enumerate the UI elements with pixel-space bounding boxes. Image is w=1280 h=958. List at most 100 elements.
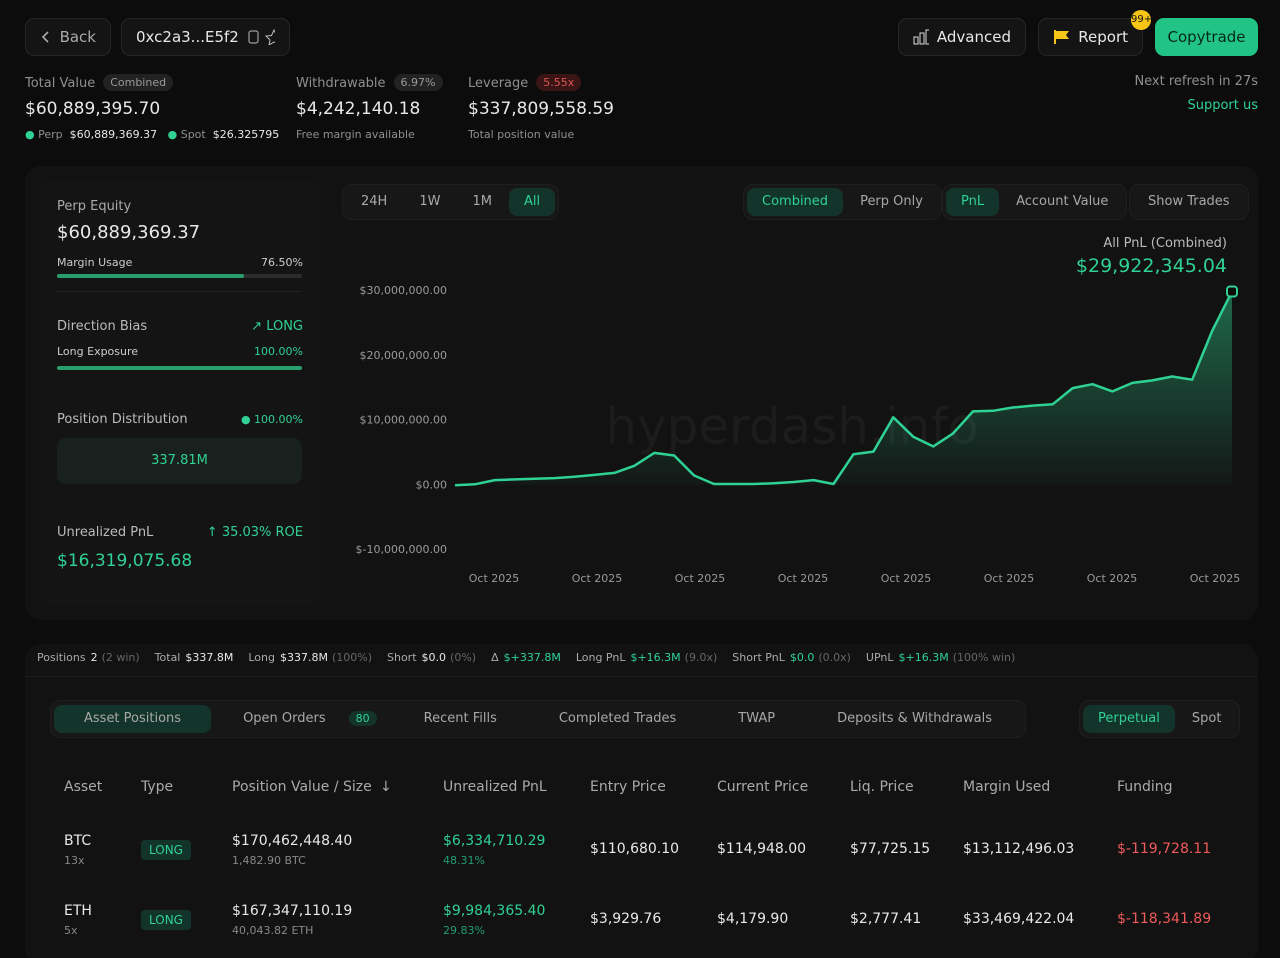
positions-panel [25, 644, 1258, 958]
flag-icon [1054, 30, 1069, 44]
toggle[interactable]: All [508, 188, 556, 216]
withdrawable-label-row: Withdrawable 6.97% [296, 74, 443, 91]
column-header: Asset [64, 779, 103, 795]
x-tick-label: Oct 2025 [881, 572, 932, 585]
stat-label: Short PnL [732, 651, 785, 664]
column-header: Funding [1117, 779, 1173, 795]
stat-label: Positions [37, 651, 86, 664]
tab[interactable]: Deposits & Withdrawals [807, 705, 1022, 733]
entry-price: $110,680.10 [590, 841, 680, 857]
tab[interactable]: Recent Fills [394, 705, 527, 733]
asset: ETH [64, 903, 92, 919]
tab-label: Recent Fills [423, 711, 497, 726]
tab-label: Open Orders [243, 711, 326, 726]
margin-bar [57, 274, 245, 278]
tab-group: Asset Positions Open Orders 80 Recent Fills… [50, 700, 1027, 738]
address: 0xc2a3...E5f2 [136, 28, 239, 46]
funding: $-119,728.11 [1117, 841, 1212, 857]
current-price: $4,179.90 [717, 911, 789, 927]
x-tick-label: Oct 2025 [572, 572, 623, 585]
show-trades[interactable]: Show Trades [1148, 194, 1230, 209]
withdrawable-value: $4,242,140.18 [296, 99, 421, 119]
upnl-label: Unrealized PnL [57, 525, 154, 540]
stat-value: $337.8M [279, 651, 328, 664]
toggle[interactable]: PnL [946, 188, 1000, 216]
stat-note: (100% win) [952, 651, 1016, 664]
tab-badge: 80 [348, 711, 377, 726]
address-box[interactable]: 0xc2a3...E5f2 [121, 18, 290, 56]
long-exposure: 100.00% [254, 345, 303, 358]
toggle[interactable]: Perp Only [860, 194, 923, 209]
liq-price: $2,777.41 [850, 911, 922, 927]
tab[interactable]: TWAP [708, 705, 805, 733]
tab[interactable]: Completed Trades [529, 705, 706, 733]
divider [25, 676, 1258, 677]
support-link[interactable]: Support us [1187, 98, 1258, 113]
column-header: Liq. Price [850, 779, 914, 795]
entry-price: $3,929.76 [590, 911, 662, 927]
range-group: 24H 1W 1M All [342, 184, 560, 220]
perp-spot-row: ● Perp $60,889,369.37 ● Spot $26.325795 [25, 128, 280, 141]
refresh-timer: Next refresh in 27s [1134, 74, 1258, 89]
distribution-row: ● 100.00% [240, 413, 303, 426]
y-tick-label: $30,000,000.00 [360, 284, 447, 297]
column-header: Current Price [717, 779, 809, 795]
tab[interactable]: Open Orders 80 [213, 705, 392, 733]
x-tick-label: Oct 2025 [1190, 572, 1241, 585]
y-tick-label: $10,000,000.00 [360, 414, 447, 427]
total-value-label-row: Total Value Combined [25, 74, 174, 91]
toggle[interactable]: Spot [1191, 711, 1222, 726]
toggle[interactable]: 1M [472, 194, 492, 209]
y-tick-label: $-10,000,000.00 [356, 543, 447, 556]
margin-used: $33,469,422.04 [963, 911, 1075, 927]
label: Total Value [25, 76, 96, 91]
market-group: Perpetual Spot [1079, 700, 1241, 738]
stat-value: $+16.3M [898, 651, 949, 664]
stat: UPnL $+16.3M (100% win) [866, 651, 1015, 664]
distribution-label: Position Distribution [57, 412, 188, 427]
x-tick-label: Oct 2025 [778, 572, 829, 585]
mode-group: Combined Perp Only [743, 184, 942, 220]
stat-note: (9.0x) [684, 651, 718, 664]
chart-label: All PnL (Combined) [1103, 236, 1227, 251]
back-button[interactable]: Back [25, 18, 111, 56]
column-header: Margin Used [963, 779, 1051, 795]
pnl-area [455, 291, 1232, 486]
leverage-note: Total position value [468, 128, 575, 141]
distribution-pct: 100.00% [254, 413, 303, 426]
side-badge: LONG [141, 910, 191, 930]
pnl-chart: hyperdash.info $30,000,000.00$20,000,000… [356, 284, 1241, 585]
margin-usage-label: Margin Usage [57, 256, 133, 269]
column-header: Type [141, 779, 174, 795]
toggle[interactable]: 24H [361, 194, 388, 209]
copytrade-button[interactable]: Copytrade [1155, 18, 1258, 56]
address-icons [248, 29, 275, 45]
advanced-button[interactable]: Advanced [898, 18, 1026, 56]
toggle[interactable]: Account Value [1016, 194, 1109, 209]
stat-value: $0.0 [789, 651, 815, 664]
stat-value: $337.8M [185, 651, 234, 664]
margin-usage: 76.50% [261, 256, 303, 269]
stat: Δ $+337.8M [491, 651, 561, 664]
divider [57, 291, 302, 292]
stat-value: 2 [90, 651, 98, 664]
unrealized-pnl-pct: 48.31% [443, 854, 485, 867]
column-header: Position Value / Size [232, 779, 372, 795]
toggle[interactable]: 1W [419, 194, 441, 209]
liq-price: $77,725.15 [850, 841, 931, 857]
y-tick-label: $20,000,000.00 [360, 349, 447, 362]
stat-label: Δ [491, 651, 499, 664]
report-button[interactable]: Report [1038, 18, 1143, 56]
toggle[interactable]: Combined [747, 188, 844, 216]
label: Leverage [468, 76, 529, 91]
tab[interactable]: Asset Positions [54, 705, 212, 733]
x-tick-label: Oct 2025 [675, 572, 726, 585]
toggle[interactable]: Perpetual [1083, 705, 1175, 733]
stat: Long $337.8M (100%) [248, 651, 372, 664]
withdrawable-note: Free margin available [296, 128, 415, 141]
advanced-label: Advanced [936, 28, 1011, 46]
spot-label: Spot [180, 128, 206, 141]
back-icon [41, 31, 49, 43]
